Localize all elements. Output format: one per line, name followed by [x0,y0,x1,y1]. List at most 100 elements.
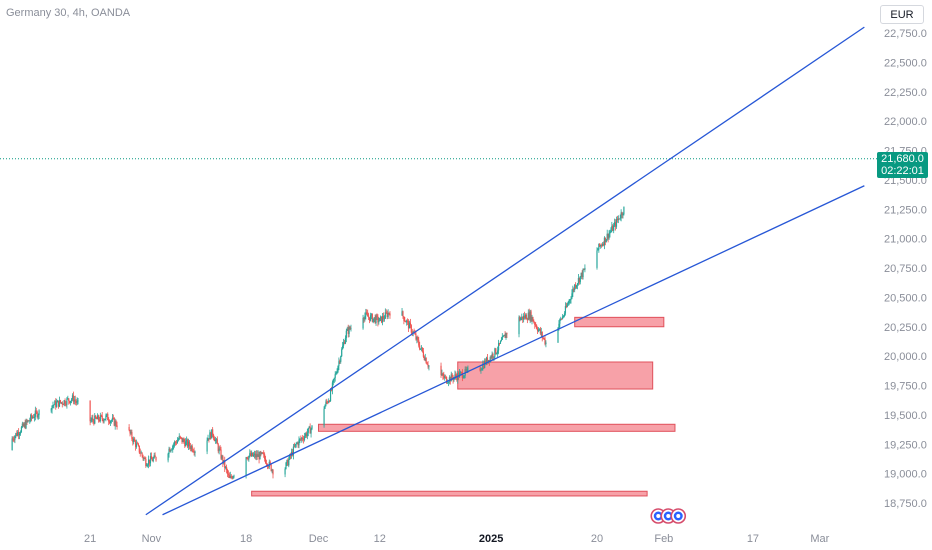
candle-body [402,311,404,317]
candle-body [300,438,302,440]
candle-body [211,429,213,439]
candle-body [342,345,344,350]
candle-body [271,469,273,471]
candle-body [342,342,345,346]
candle-body [101,415,103,419]
candle-body [531,316,533,321]
bar-countdown-label: 02:22:01 [881,165,924,177]
y-tick-label: 22,500.0 [884,57,927,69]
candle-body [610,230,612,233]
candle-body [596,250,598,268]
candle-body [599,243,601,247]
candles-layer [11,206,625,480]
candle-body [70,399,73,401]
trendline-lower[interactable] [162,185,865,516]
candle-body [375,315,377,323]
candle-body [327,401,329,403]
candle-body [255,453,257,458]
price-axis: 18,750.0 19,000.0 19,250.0 19,500.0 19,750.0… [884,28,927,510]
candle-body [188,441,191,447]
candle-body [66,398,68,405]
supply-demand-zone[interactable] [251,490,648,497]
candle-body [254,453,256,458]
trendline-upper[interactable] [145,26,865,516]
candle-body [561,318,563,320]
y-tick-label: 19,500.0 [884,410,927,422]
candle-body [287,459,289,466]
candle-body [263,453,265,455]
candle-body [583,268,585,270]
candle-body [427,364,429,367]
x-tick-label: Dec [309,533,329,545]
candle-body [491,354,493,359]
candle-body [27,420,29,422]
y-tick-label: 21,250.0 [884,204,927,216]
event-marker-icon[interactable] [670,508,687,524]
candle-body [150,456,152,460]
candle-body [36,411,38,418]
candle-body [303,439,305,440]
candle-body [306,432,308,437]
candle-body [580,272,582,277]
candle-body [215,439,217,441]
candle-body [143,458,145,459]
candle-body [21,423,23,428]
candle-body [605,239,607,243]
candle-body [567,303,569,305]
candle-body [294,444,296,447]
candle-body [31,415,33,418]
candle-body [331,382,334,391]
candle-body [500,339,502,342]
candle-body [420,347,423,349]
supply-demand-zone[interactable] [317,423,676,432]
candle-body [57,400,59,403]
candle-body [267,466,269,468]
supply-demand-zone[interactable] [457,361,654,390]
candle-body [349,327,351,330]
candle-body [18,433,21,436]
candle-body [177,439,179,441]
candle-body [308,426,310,428]
candle-body [110,420,113,422]
candle-body [415,334,417,340]
candle-body [482,364,484,370]
candle-body [414,333,416,335]
candle-body [98,419,101,421]
candle-body [109,421,112,424]
candle-body [620,212,622,219]
candle-body [573,288,575,290]
candle-body [51,405,53,410]
candle-body [459,372,462,374]
candle-body [426,363,428,365]
candle-body [248,455,250,460]
candle-body [193,451,195,453]
candle-body [456,376,458,381]
candle-body [387,312,389,317]
candle-body [377,316,379,323]
candle-body [581,272,583,278]
candle-body [137,444,139,446]
candle-body [230,475,232,478]
candle-body [189,446,191,449]
candle-body [368,316,370,318]
candle-body [484,360,487,364]
x-tick-label: 18 [240,533,252,545]
candle-body [417,337,419,341]
event-markers[interactable] [650,508,687,524]
candle-body [461,372,463,379]
candle-body [18,432,20,436]
candle-body [412,331,414,334]
currency-button[interactable]: EUR [880,5,924,24]
supply-demand-zone[interactable] [574,316,665,328]
candle-body [185,441,187,447]
candle-body [534,322,536,326]
candle-body [96,415,99,420]
candle-body [140,452,142,454]
candle-body [228,474,230,478]
x-tick-label: 2025 [479,533,503,545]
candle-body [220,449,222,459]
y-tick-label: 20,000.0 [884,351,927,363]
candle-body [379,317,381,322]
candle-body [31,417,34,419]
